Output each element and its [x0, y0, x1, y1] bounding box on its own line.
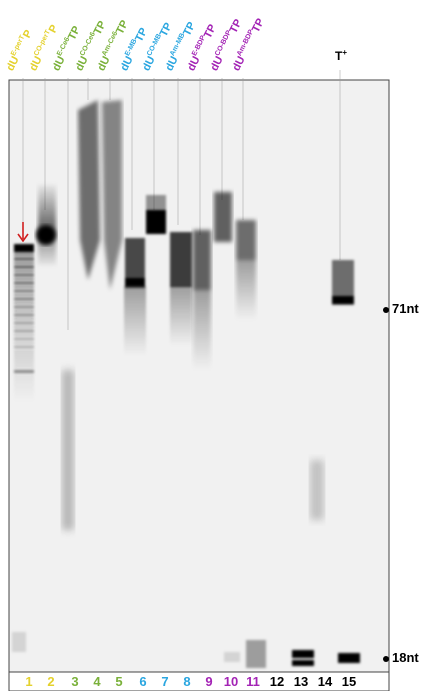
lane-number-2: 2 — [47, 674, 55, 689]
lane-9-bands — [214, 192, 232, 242]
lane-6-bands — [146, 195, 166, 234]
marker-dot-icon — [383, 306, 389, 313]
lane-number-12: 12 — [269, 674, 285, 689]
lane-number-7: 7 — [161, 674, 169, 689]
lane-number-15: 15 — [341, 674, 357, 689]
lane-number-14: 14 — [317, 674, 333, 689]
lane-number-9: 9 — [205, 674, 213, 689]
lane-3-bands — [62, 370, 74, 530]
down-arrow-icon — [16, 222, 30, 243]
lane-number-1: 1 — [25, 674, 33, 689]
lane-label-14: T+ — [335, 48, 348, 63]
lane-8-bands — [193, 230, 211, 370]
lane-number-3: 3 — [71, 674, 79, 689]
lane-2-bands — [36, 185, 56, 265]
bottom-bands — [12, 632, 360, 668]
marker-71nt-label: 71nt — [392, 301, 419, 316]
lane-4-bands — [78, 100, 100, 280]
label-pointer-lines — [22, 70, 341, 330]
lane-12-smear — [310, 460, 324, 520]
lane-number-13: 13 — [293, 674, 309, 689]
lane-14-bands — [332, 260, 354, 305]
lane-number-strip — [8, 671, 390, 691]
lane-number-8: 8 — [183, 674, 191, 689]
lane-number-6: 6 — [139, 674, 147, 689]
lane-number-5: 5 — [115, 674, 123, 689]
marker-71nt: 71nt — [383, 301, 419, 316]
marker-dot-icon — [383, 655, 389, 662]
lane-5b-bands — [124, 238, 146, 356]
lane-7-bands — [170, 232, 192, 346]
lane-1-bands — [14, 244, 34, 402]
lane-number-4: 4 — [93, 674, 101, 689]
marker-18nt-label: 18nt — [392, 650, 419, 665]
lane-5-bands — [102, 100, 122, 290]
lane-10-bands — [236, 220, 256, 320]
lane-number-11: 11 — [246, 674, 260, 689]
lane-number-10: 10 — [223, 674, 239, 689]
marker-18nt: 18nt — [383, 650, 419, 665]
